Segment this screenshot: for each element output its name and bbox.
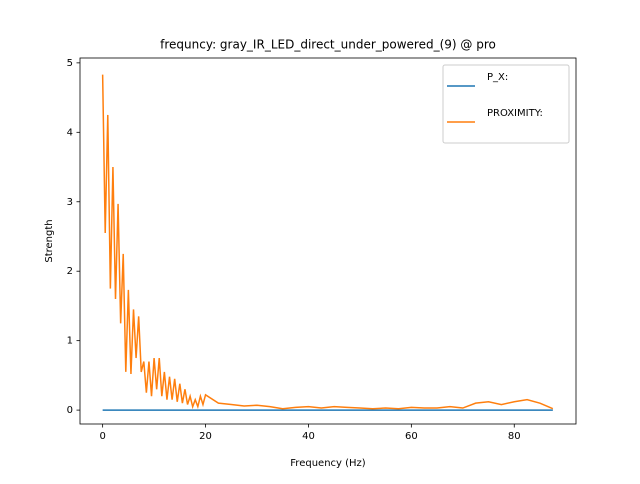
plot-frame [79,57,577,425]
x-tick-label: 60 [405,431,418,442]
y-tick-label: 3 [67,197,73,208]
x-axis-label: Frequency (Hz) [290,458,366,469]
chart-title: frequncy: gray_IR_LED_direct_under_power… [160,38,496,52]
y-tick-label: 4 [67,127,73,138]
legend-label: P_X: [487,72,508,83]
legend-box [442,64,570,144]
y-tick-label: 5 [67,58,73,69]
y-tick-label: 2 [67,266,73,277]
y-tick-label: 1 [67,336,73,347]
legend-label: PROXIMITY: [487,108,543,119]
x-tick-label: 80 [508,431,521,442]
y-axis-label: Strength [44,219,55,262]
x-tick-label: 0 [99,431,105,442]
x-tick-label: 40 [302,431,315,442]
data-line [101,74,554,410]
x-tick-label: 20 [199,431,212,442]
y-tick-label: 0 [67,405,73,416]
